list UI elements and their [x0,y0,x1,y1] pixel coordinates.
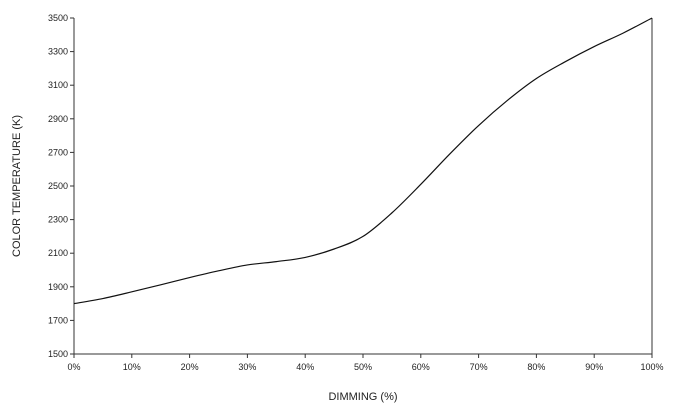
y-tick-label: 3300 [48,47,68,57]
x-tick-label: 0% [67,362,80,372]
y-tick-label: 1500 [48,349,68,359]
x-tick-label: 70% [470,362,488,372]
y-axis-ticks: 1500 1700 1900 2100 2300 2500 2700 2900 3100 3300… [48,13,74,359]
series-line [73,17,653,305]
y-tick-label: 2500 [48,181,68,191]
x-tick-label: 20% [181,362,199,372]
x-tick-label: 30% [238,362,256,372]
y-tick-label: 1700 [48,315,68,325]
plot-frame [73,18,653,355]
y-tick-label: 2900 [48,114,68,124]
x-tick-label: 50% [354,362,372,372]
x-tick-label: 60% [412,362,430,372]
y-axis-title: COLOR TEMPERATURE (K) [11,115,23,257]
x-tick-label: 10% [123,362,141,372]
x-axis-ticks: 0% 10% 20% 30% 40% 50% 60% 70% 80% 90% 100% [67,354,664,372]
x-tick-label: 100% [640,362,663,372]
y-tick-label: 2300 [48,215,68,225]
x-axis-title: DIMMING (%) [328,391,397,403]
y-tick-label: 3100 [48,80,68,90]
x-tick-label: 40% [296,362,314,372]
y-tick-label: 1900 [48,282,68,292]
y-tick-label: 3500 [48,13,68,23]
y-tick-label: 2100 [48,248,68,258]
x-tick-label: 90% [585,362,603,372]
x-tick-label: 80% [527,362,545,372]
y-tick-label: 2700 [48,147,68,157]
